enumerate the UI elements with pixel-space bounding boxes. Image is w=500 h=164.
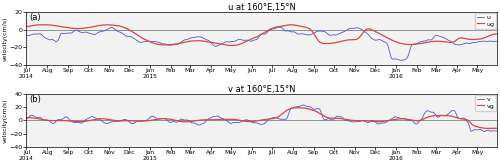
ug [173, 43, 179, 45]
Text: (b): (b) [29, 95, 40, 104]
v [24, 118, 30, 120]
ug [228, 44, 234, 46]
v [482, 131, 488, 133]
ug [40, 24, 46, 26]
vg [295, 107, 301, 109]
v [156, 118, 162, 120]
v [300, 104, 306, 106]
u [448, 41, 454, 43]
v [333, 116, 339, 118]
u [172, 43, 178, 45]
Legend: v, vg: v, vg [475, 95, 496, 111]
vg [156, 118, 162, 120]
v [138, 120, 144, 122]
Line: ug: ug [26, 25, 496, 45]
ug [334, 41, 340, 43]
v [448, 111, 454, 113]
vg [333, 117, 339, 119]
ug [156, 44, 162, 46]
vg [172, 119, 178, 121]
vg [138, 120, 144, 122]
v [390, 117, 396, 119]
u [138, 41, 144, 43]
u [398, 59, 404, 61]
vg [494, 127, 500, 129]
vg [486, 127, 492, 129]
u [156, 41, 162, 43]
u [494, 40, 500, 42]
ug [24, 25, 30, 27]
Line: v: v [26, 105, 496, 132]
ug [139, 37, 145, 39]
Line: u: u [26, 27, 496, 60]
v [494, 130, 500, 132]
u [390, 58, 396, 60]
Title: u at 160°E,15°N: u at 160°E,15°N [228, 3, 296, 12]
Title: v at 160°E,15°N: v at 160°E,15°N [228, 85, 296, 94]
Text: (a): (a) [29, 13, 40, 22]
vg [448, 115, 454, 117]
u [24, 34, 30, 36]
Line: vg: vg [26, 108, 496, 128]
Legend: u, ug: u, ug [475, 13, 496, 29]
u [333, 34, 339, 36]
ug [494, 33, 500, 35]
Y-axis label: velocity(cm/s): velocity(cm/s) [3, 16, 8, 61]
vg [24, 117, 30, 119]
vg [390, 119, 396, 121]
ug [448, 41, 454, 43]
v [172, 121, 178, 123]
u [277, 26, 283, 28]
ug [390, 40, 396, 42]
Y-axis label: velocity(cm/s): velocity(cm/s) [3, 98, 8, 143]
